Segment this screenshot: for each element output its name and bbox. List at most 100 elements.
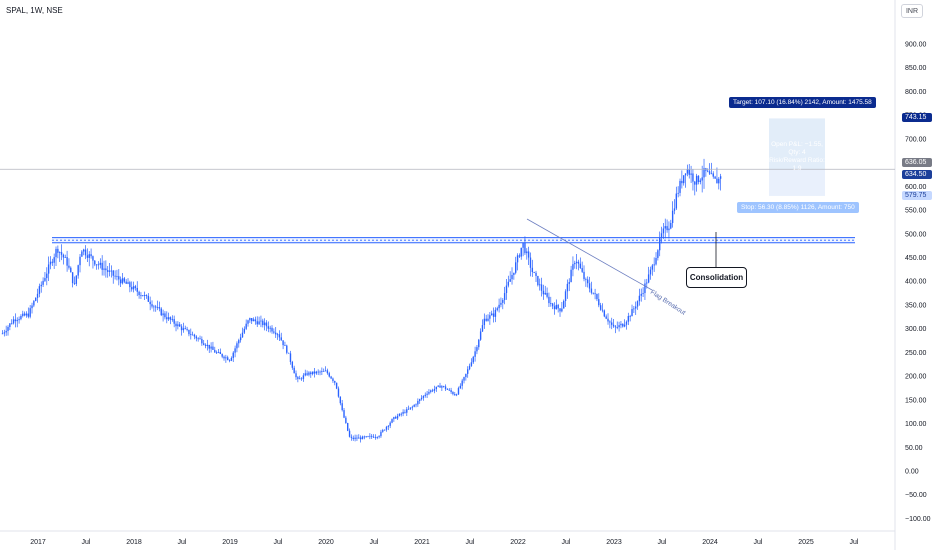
candle-body <box>300 378 303 380</box>
candle-body <box>459 385 462 389</box>
candle-body <box>228 359 231 361</box>
candle-body <box>376 437 378 438</box>
y-tick-label: 850.00 <box>905 65 927 72</box>
candle-body <box>502 299 504 303</box>
candle-body <box>524 242 526 254</box>
candle-body <box>132 286 135 290</box>
candle-body <box>719 176 722 179</box>
candle-body <box>319 371 321 373</box>
candle-body <box>119 279 122 284</box>
candle-body <box>197 338 199 340</box>
candle-body <box>97 264 100 266</box>
candle-body <box>701 177 703 181</box>
candle-body <box>68 265 70 268</box>
candle-body <box>66 257 68 266</box>
candle-body <box>465 373 467 378</box>
candle-body <box>221 353 223 357</box>
y-tick-label: 800.00 <box>905 89 927 96</box>
candle-body <box>38 286 41 294</box>
candle-body <box>217 351 220 353</box>
currency-badge[interactable]: INR <box>901 4 923 18</box>
candle-body <box>173 319 175 324</box>
price-tag: 743.15 <box>902 113 932 123</box>
x-axis[interactable]: 2017 Jul 2018 Jul 2019 Jul 2020 Jul 2021 Jul 2022 J… <box>30 539 859 546</box>
candle-body <box>406 409 408 413</box>
candle-body <box>548 296 550 304</box>
y-axis[interactable]: 900.00850.00800.00750.00700.00650.00600.… <box>905 42 931 523</box>
candle-body <box>273 331 275 333</box>
candle-body <box>188 329 190 335</box>
candle-body <box>577 261 580 264</box>
open-pnl-line: Open P&L: −1.55, Qty: 4 <box>771 141 823 157</box>
y-tick-label: 300.00 <box>905 326 927 333</box>
candle-body <box>367 436 369 438</box>
candle-body <box>116 276 118 277</box>
candle-body <box>653 264 655 266</box>
y-tick-label: 550.00 <box>905 208 927 215</box>
candle-body <box>420 397 423 400</box>
candle-body <box>306 373 308 375</box>
candle-body <box>177 324 179 327</box>
candle-body <box>446 389 449 390</box>
candle-body <box>208 344 210 349</box>
candle-body <box>123 278 126 282</box>
candle-body <box>563 300 565 309</box>
candle-body <box>455 394 458 396</box>
candle-body <box>60 252 63 255</box>
candle-body <box>271 327 273 332</box>
candle-body <box>452 391 454 395</box>
candle-body <box>299 378 301 380</box>
candle-body <box>553 306 556 310</box>
candle-body <box>450 390 452 392</box>
candle-body <box>546 292 548 297</box>
candle-body <box>699 180 702 182</box>
candle-body <box>599 305 602 310</box>
candle-body <box>162 313 164 316</box>
candle-body <box>710 173 713 175</box>
candle-body <box>118 276 120 280</box>
candle-body <box>644 283 646 294</box>
target-zone <box>769 118 825 170</box>
candle-body <box>223 356 225 359</box>
candle-body <box>171 319 174 320</box>
candle-body <box>670 223 672 229</box>
candle-body <box>350 436 353 438</box>
candle-body <box>155 306 157 308</box>
candle-body <box>707 170 709 172</box>
candle-body <box>690 173 692 175</box>
candle-body <box>631 309 633 317</box>
candle-body <box>587 279 589 284</box>
x-tick-label: 2018 <box>126 539 142 546</box>
candle-body <box>149 301 151 305</box>
candle-body <box>718 178 720 184</box>
trade-box[interactable] <box>769 118 825 196</box>
candle-body <box>107 270 109 272</box>
candle-body <box>559 308 561 312</box>
grid-layer <box>0 0 896 550</box>
candle-body <box>712 173 714 177</box>
y-tick-label: 600.00 <box>905 184 927 191</box>
candle-body <box>520 247 522 257</box>
candle-body <box>84 249 87 256</box>
candle-body <box>472 356 474 363</box>
symbol-title[interactable]: SPAL, 1W, NSE <box>6 6 63 15</box>
candle-body <box>276 334 279 336</box>
candle-body <box>302 375 305 379</box>
candle-body <box>334 381 336 383</box>
candle-body <box>526 251 528 254</box>
candle-body <box>12 319 15 324</box>
candle-body <box>101 262 103 270</box>
candle-body <box>537 275 539 286</box>
candle-body <box>668 228 670 231</box>
candle-body <box>503 293 506 300</box>
x-tick-label: 2021 <box>414 539 430 546</box>
candle-body <box>468 365 471 370</box>
stop-zone <box>769 169 825 196</box>
candle-body <box>671 210 674 224</box>
candle-body <box>243 328 246 333</box>
candle-body <box>151 304 153 307</box>
candle-body <box>444 386 447 390</box>
candle-body <box>179 324 181 327</box>
candle-body <box>507 281 510 286</box>
